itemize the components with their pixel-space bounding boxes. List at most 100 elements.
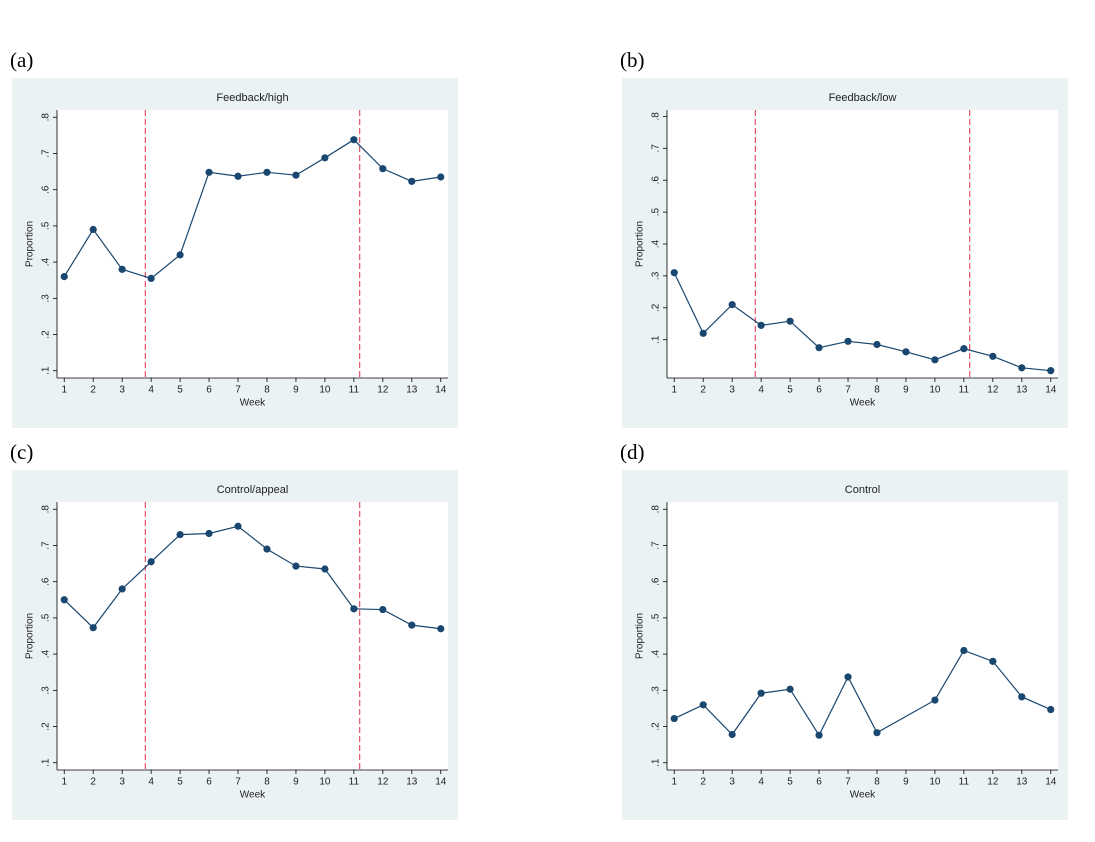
x-tick-label: 13 [1016,777,1028,788]
x-tick-label: 12 [987,385,999,396]
y-tick-label: .8 [651,112,662,121]
x-tick-label: 8 [874,777,880,788]
data-point [757,321,765,329]
data-point [60,272,68,281]
data-point [176,251,184,259]
x-tick-label: 13 [406,385,418,396]
x-tick-label: 1 [61,385,67,396]
plot-area [57,110,448,378]
x-tick-label: 11 [959,385,970,396]
x-tick-label: 4 [148,385,154,396]
y-tick-label: .4 [651,239,662,248]
y-tick-label: .3 [41,294,52,303]
x-tick-label: 3 [119,777,125,788]
y-tick-label: .3 [41,686,52,695]
x-tick-label: 5 [177,777,183,788]
x-tick-label: 5 [177,385,183,396]
data-point [408,177,416,185]
y-axis-label: Proportion [635,221,646,267]
data-point [89,624,97,632]
data-point [699,701,707,709]
x-tick-label: 8 [264,777,270,788]
y-tick-label: .6 [41,185,52,194]
x-tick-label: 8 [264,385,270,396]
y-tick-label: .7 [41,149,52,158]
chart-title: Control [845,484,880,496]
data-point [118,585,126,593]
data-point [873,729,881,737]
data-point [786,685,794,693]
x-tick-label: 9 [293,385,299,396]
data-point [89,225,97,234]
data-line [63,138,441,280]
data-point [234,172,242,180]
x-tick-label: 14 [1045,385,1057,396]
data-point [844,337,852,345]
data-point [1018,693,1026,701]
panel-label: (a) [10,48,33,72]
data-point [379,605,387,614]
y-tick-label: .4 [41,258,52,267]
y-tick-label: .2 [651,303,662,312]
data-point [147,274,155,283]
data-point [437,625,445,633]
data-point [960,646,968,655]
y-tick-label: .4 [41,650,52,659]
x-tick-label: 14 [435,777,447,788]
data-point [989,657,997,665]
chart-title: Feedback/high [216,92,288,104]
y-tick-label: .3 [651,271,662,280]
y-tick-label: .8 [651,505,662,514]
x-tick-label: 1 [61,777,67,788]
y-tick-label: .1 [651,758,662,767]
data-point [815,731,823,739]
panel: Control.1.2.3.4.5.6.7.81 2 3 4 5 6 7 8 9 10 11 12 13… [622,470,1068,820]
plot-area [57,502,448,770]
y-tick-label: .1 [41,366,52,375]
data-point [1018,364,1026,372]
data-point [873,340,881,349]
y-tick-label: .2 [41,722,52,731]
y-tick-label: .4 [651,650,662,659]
x-axis-label: Week [240,398,266,409]
x-tick-label: 9 [903,777,909,788]
x-tick-label: 12 [987,777,999,788]
data-point [118,265,126,273]
data-point [321,154,329,162]
x-tick-label: 3 [119,385,125,396]
x-tick-label: 3 [729,777,735,788]
x-tick-label: 10 [929,385,941,396]
data-point [989,352,997,360]
y-tick-label: .2 [651,722,662,731]
x-tick-label: 3 [729,385,735,396]
y-tick-label: .8 [41,505,52,514]
x-tick-label: 14 [1045,777,1057,788]
x-tick-label: 11 [959,777,970,788]
y-tick-label: .5 [651,207,662,216]
plot-area [667,502,1058,770]
x-tick-label: 12 [377,385,389,396]
data-point [902,348,910,356]
x-tick-label: 10 [929,777,941,788]
x-tick-label: 10 [319,385,331,396]
data-point [176,530,184,539]
x-tick-label: 1 [671,777,677,788]
y-tick-label: .5 [651,613,662,622]
x-tick-label: 1 [671,385,677,396]
x-tick-label: 13 [406,777,418,788]
x-tick-label: 4 [148,777,154,788]
x-tick-label: 14 [435,385,447,396]
data-point [931,356,939,364]
data-point [292,562,300,570]
x-axis-label: Week [850,398,876,409]
x-tick-label: 6 [816,385,822,396]
chart-title: Control/appeal [217,484,289,496]
y-tick-label: .6 [41,577,52,586]
x-tick-label: 12 [377,777,389,788]
panel: Feedback/low.1.2.3.4.5.6.7.81 2 3 4 5 6 7 8 9 10 1… [622,78,1068,428]
y-tick-label: .7 [651,541,662,550]
chart-title: Feedback/low [829,92,897,104]
y-tick-label: .6 [651,577,662,586]
x-tick-label: 7 [235,777,241,788]
